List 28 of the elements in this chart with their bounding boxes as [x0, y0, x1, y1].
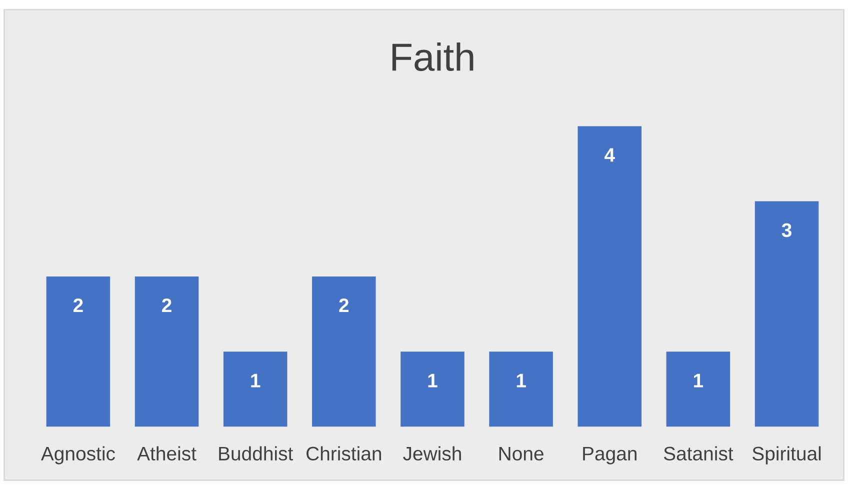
x-tick-label: Atheist [137, 446, 196, 461]
bar [489, 352, 553, 427]
data-label: 2 [339, 298, 349, 312]
x-tick-label: Spiritual [752, 446, 821, 464]
data-label: 1 [428, 374, 438, 388]
data-label: 1 [516, 374, 526, 388]
data-label: 4 [604, 148, 615, 162]
data-label: 2 [73, 298, 83, 312]
x-tick-label: None [499, 446, 544, 461]
bar [223, 352, 288, 427]
data-label: 3 [782, 223, 792, 238]
bar [666, 352, 730, 427]
x-tick-label: Agnostic [40, 446, 115, 464]
x-tick-label: Christian [306, 446, 382, 461]
bar [312, 276, 376, 427]
x-tick-label: Jewish [403, 446, 461, 461]
bar [578, 126, 642, 427]
x-tick-label: Satanist [664, 446, 734, 461]
bar [46, 276, 110, 427]
data-label: 1 [251, 374, 260, 388]
bar [754, 201, 819, 427]
bar [400, 352, 464, 427]
x-tick-label: Buddhist [219, 446, 294, 461]
data-label: 1 [694, 374, 704, 388]
bar [134, 276, 199, 427]
x-tick-label: Pagan [583, 446, 636, 464]
chart-title: Faith [392, 42, 474, 72]
data-label: 2 [162, 298, 172, 312]
